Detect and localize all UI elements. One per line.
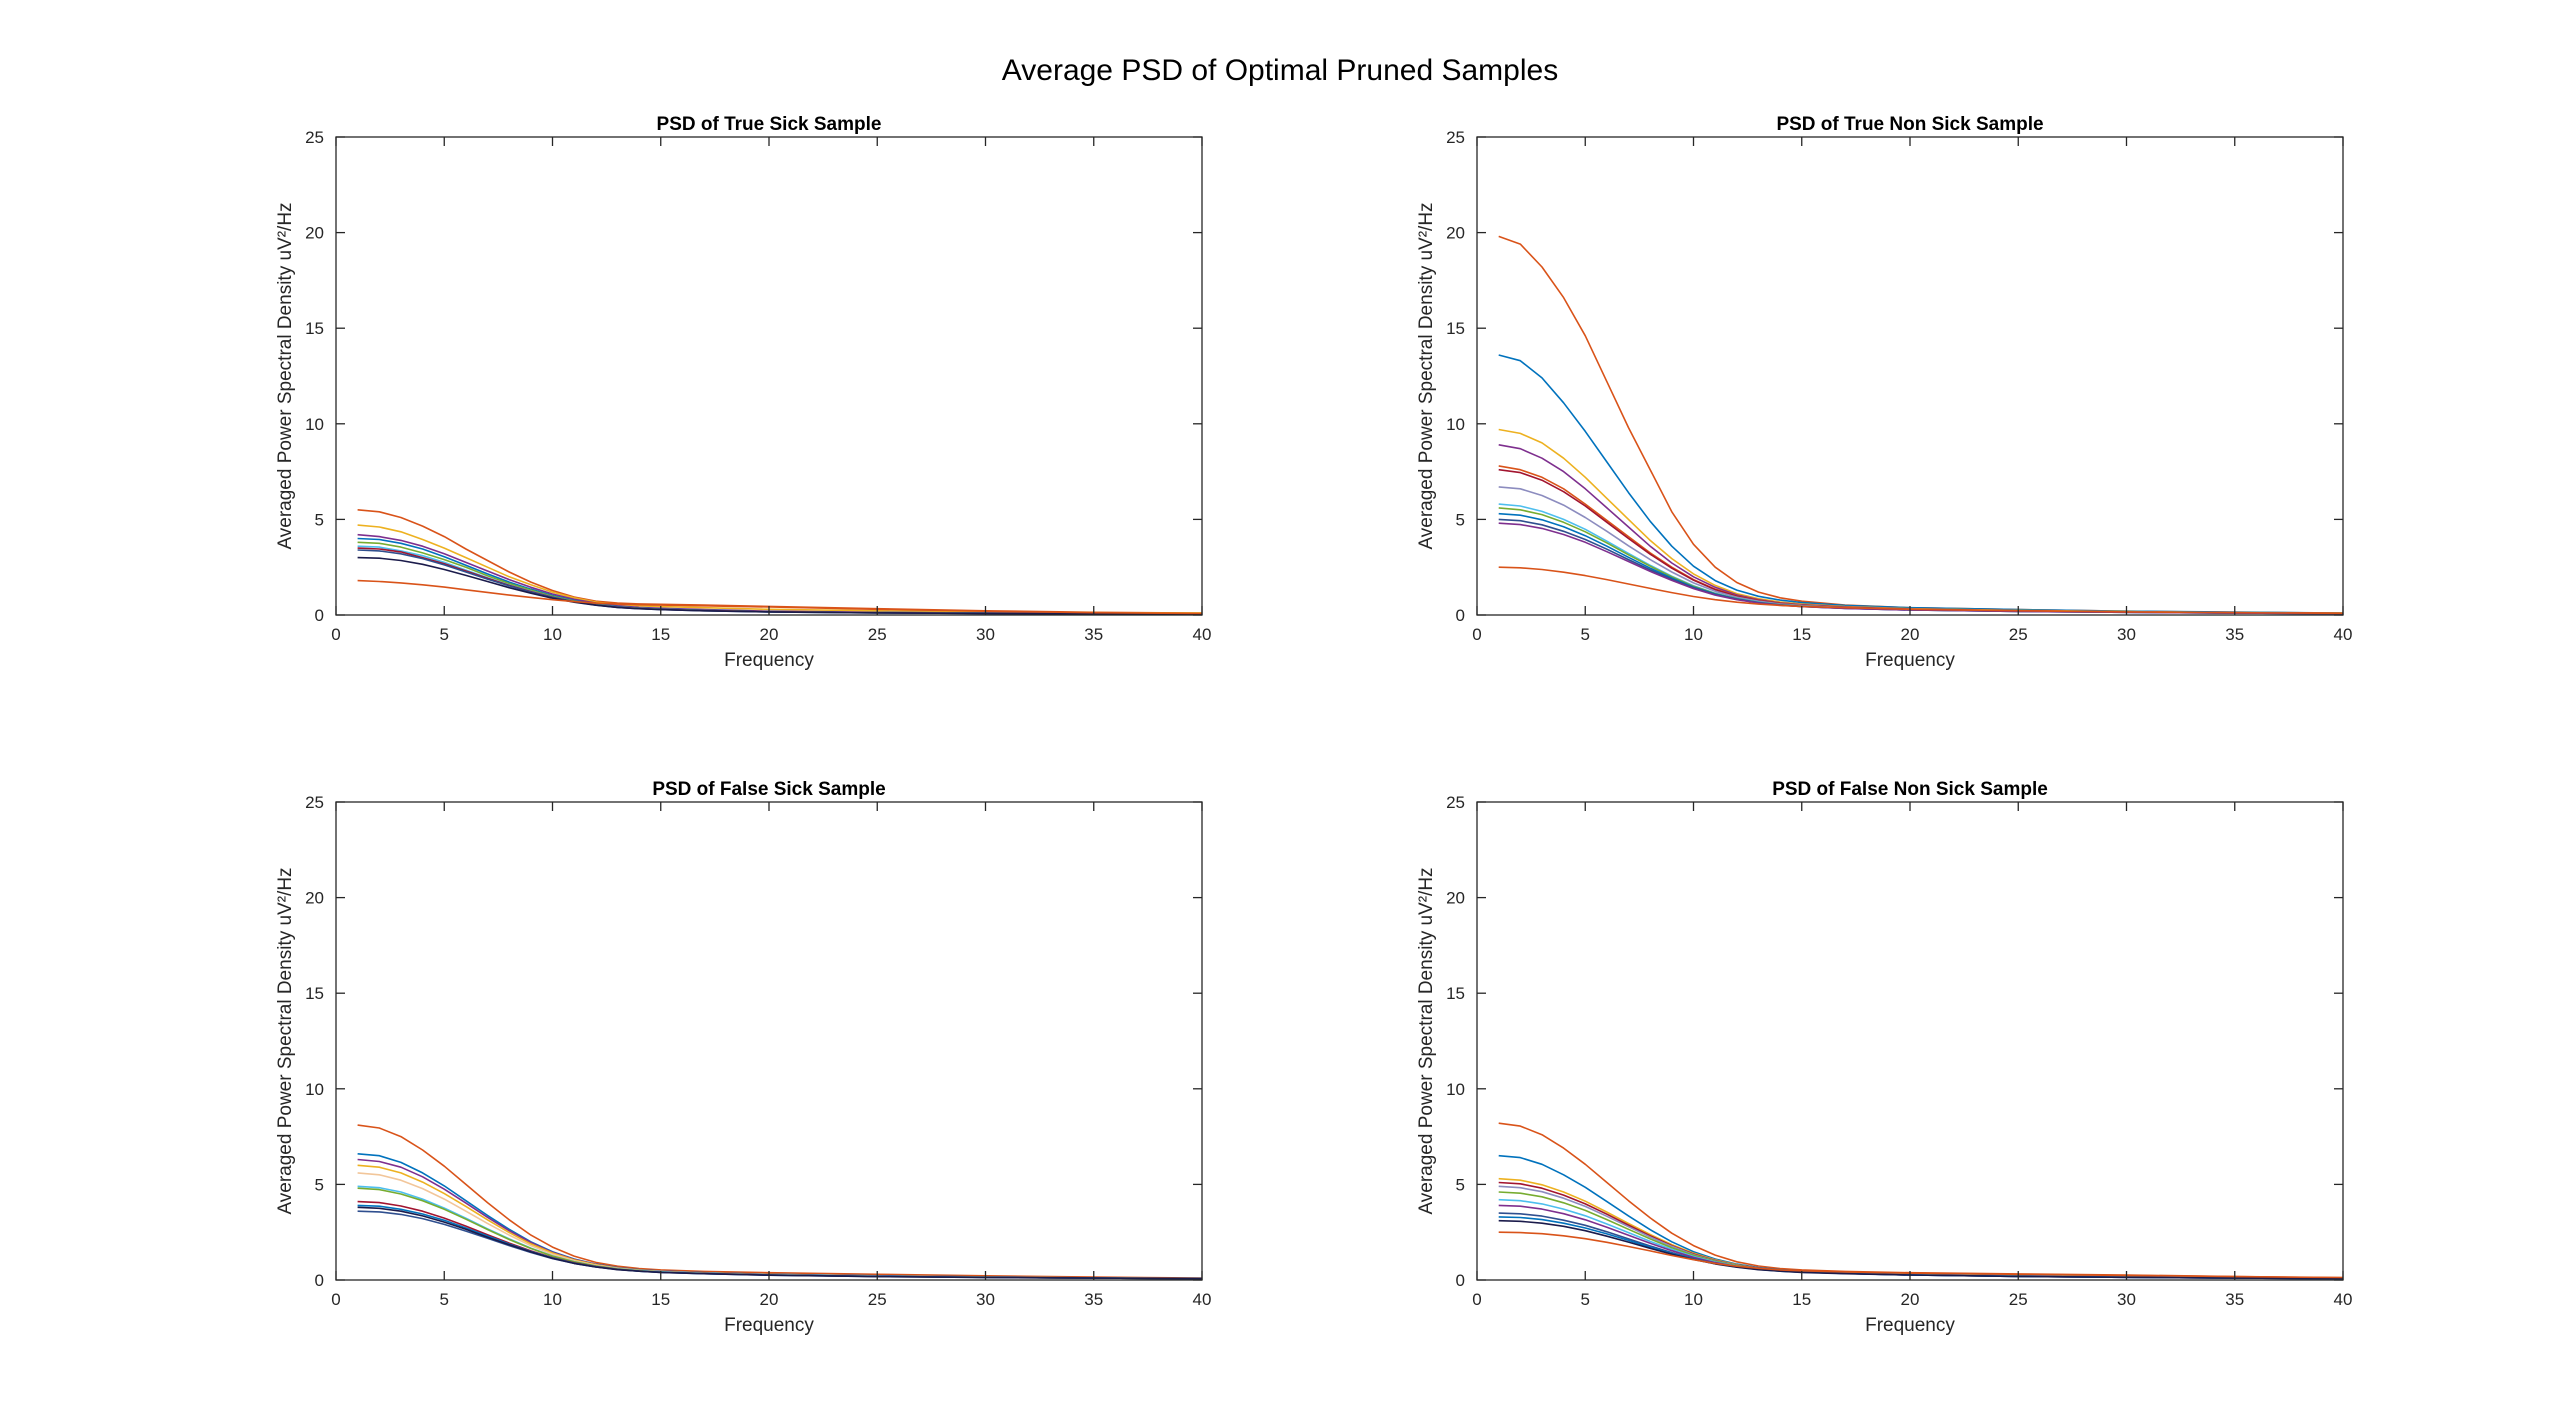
series-group [357,1124,1203,1280]
y-tick-label: 5 [1456,1175,1465,1194]
y-tick-label: 20 [1446,224,1465,243]
x-tick-label: 35 [1084,625,1103,644]
x-tick-label: 5 [1581,1290,1590,1309]
x-tick-label: 20 [760,1290,779,1309]
x-tick-label: 30 [2117,1290,2136,1309]
series-line-11 [357,1206,1203,1280]
y-tick-label: 5 [315,510,324,529]
series-line-2 [1498,354,2344,614]
figure-title: Average PSD of Optimal Pruned Samples [1002,54,1558,87]
x-tick-label: 25 [2009,625,2028,644]
x-axis-label: Frequency [1865,1315,1955,1336]
y-axis-label: Averaged Power Spectral Density uV²/Hz [275,867,296,1214]
y-tick-label: 25 [1446,793,1465,812]
y-tick-label: 5 [1456,510,1465,529]
axes-title: PSD of True Non Sick Sample [1776,114,2043,135]
x-tick-label: 10 [543,1290,562,1309]
y-axis-label: Averaged Power Spectral Density uV²/Hz [1416,202,1437,549]
x-axis-label: Frequency [724,1315,814,1336]
y-tick-label: 10 [305,1080,324,1099]
y-tick-label: 0 [315,606,324,625]
x-axis-label: Frequency [1865,650,1955,671]
x-tick-label: 5 [440,1290,449,1309]
y-axis-label: Averaged Power Spectral Density uV²/Hz [275,202,296,549]
x-tick-label: 5 [440,625,449,644]
y-tick-label: 0 [1456,1271,1465,1290]
series-group [357,509,1203,615]
y-tick-label: 20 [1446,889,1465,908]
x-tick-label: 40 [1193,625,1212,644]
axes-true-sick: 0 5 10 15 20 25 30 35 40 0 5 10 15 20 25 PSD of True Si… [275,114,1211,671]
x-tick-label: 30 [2117,625,2136,644]
x-tick-label: 10 [1684,625,1703,644]
x-tick-label: 15 [651,1290,670,1309]
x-tick-label: 10 [543,625,562,644]
axes-title: PSD of True Sick Sample [657,114,882,135]
series-line-12 [1498,1231,2344,1279]
x-tick-label: 0 [331,625,340,644]
y-axis-label: Averaged Power Spectral Density uV²/Hz [1416,867,1437,1214]
y-tick-label: 0 [315,1271,324,1290]
x-tick-label: 10 [1684,1290,1703,1309]
x-tick-label: 25 [868,625,887,644]
x-tick-label: 0 [1472,1290,1481,1309]
x-tick-label: 25 [868,1290,887,1309]
y-tick-label: 15 [305,319,324,338]
x-tick-label: 40 [2334,625,2353,644]
x-tick-label: 5 [1581,625,1590,644]
series-line-13 [1498,566,2344,615]
y-tick-label: 0 [1456,606,1465,625]
y-tick-label: 15 [1446,319,1465,338]
x-tick-label: 35 [2225,1290,2244,1309]
x-tick-label: 35 [2225,625,2244,644]
x-tick-label: 30 [976,625,995,644]
y-tick-label: 25 [305,793,324,812]
y-tick-label: 5 [315,1175,324,1194]
axes-layer: 0 5 10 15 20 25 30 35 40 0 5 10 15 20 25 PSD of True Si… [275,114,2352,1336]
axes-title: PSD of False Non Sick Sample [1772,779,2048,800]
series-line-1 [357,1124,1203,1279]
y-tick-label: 20 [305,889,324,908]
x-tick-label: 0 [331,1290,340,1309]
y-tick-label: 25 [305,128,324,147]
axes-title: PSD of False Sick Sample [652,779,885,800]
x-tick-label: 35 [1084,1290,1103,1309]
y-tick-label: 15 [305,984,324,1003]
x-tick-label: 20 [1901,625,1920,644]
x-tick-label: 15 [651,625,670,644]
axes-true-non-sick: 0 5 10 15 20 25 30 35 40 0 5 10 15 20 25 PSD of True No… [1416,114,2352,671]
x-tick-label: 30 [976,1290,995,1309]
axes-false-non-sick: 0 5 10 15 20 25 30 35 40 0 5 10 15 20 25 PSD of False N… [1416,779,2352,1336]
x-tick-label: 20 [760,625,779,644]
x-tick-label: 25 [2009,1290,2028,1309]
y-tick-label: 15 [1446,984,1465,1003]
series-line-2 [357,524,1203,614]
y-tick-label: 10 [1446,415,1465,434]
x-tick-label: 15 [1792,625,1811,644]
x-tick-label: 0 [1472,625,1481,644]
y-tick-label: 20 [305,224,324,243]
y-tick-label: 25 [1446,128,1465,147]
y-tick-label: 10 [1446,1080,1465,1099]
x-tick-label: 40 [1193,1290,1212,1309]
series-line-10 [357,579,1203,615]
series-group [1498,1122,2344,1280]
series-group [1498,235,2344,615]
x-tick-label: 15 [1792,1290,1811,1309]
y-tick-label: 10 [305,415,324,434]
axes-false-sick: 0 5 10 15 20 25 30 35 40 0 5 10 15 20 25 PSD of False S… [275,779,1211,1336]
x-tick-label: 20 [1901,1290,1920,1309]
x-tick-label: 40 [2334,1290,2353,1309]
x-axis-label: Frequency [724,650,814,671]
